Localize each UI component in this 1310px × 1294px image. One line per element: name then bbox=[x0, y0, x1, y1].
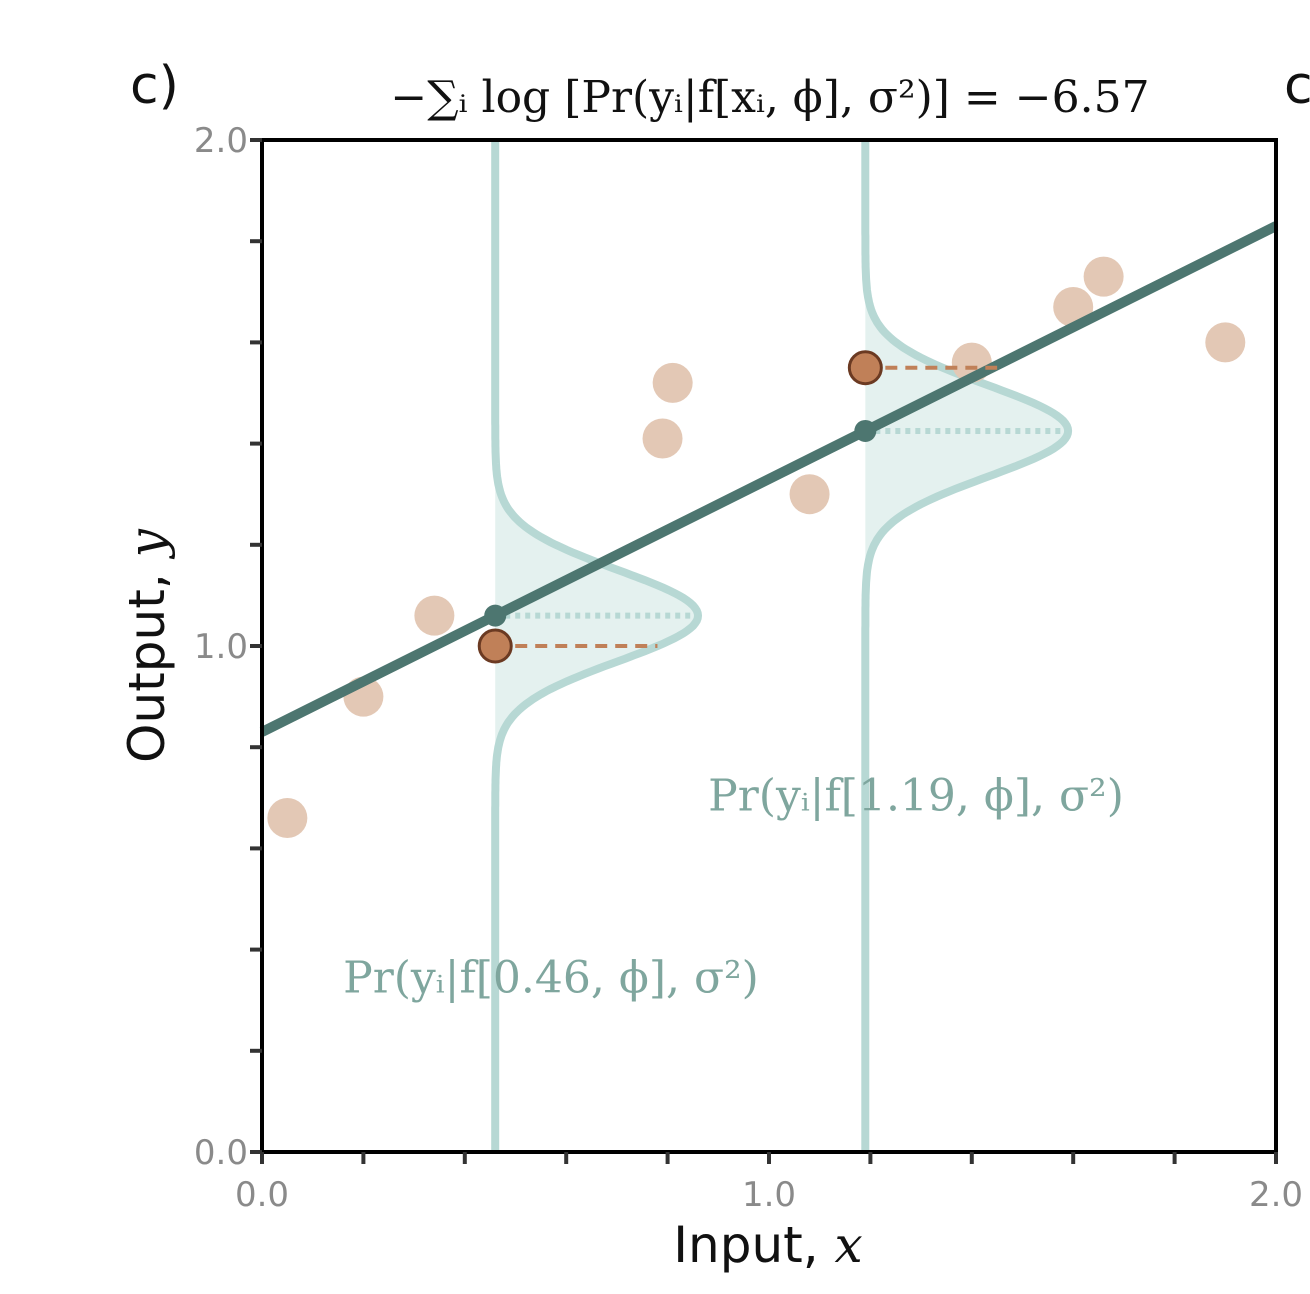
gaussian-curve-1 bbox=[861, 140, 1073, 1152]
data-point-0 bbox=[267, 798, 308, 839]
gaussian-fill-1 bbox=[865, 140, 1069, 1152]
annotation-layer: Pr(yᵢ|f[0.46, ϕ], σ²) Pr(yᵢ|f[1.19, ϕ], … bbox=[343, 770, 1124, 1003]
gaussian-annotation-0: Pr(yᵢ|f[0.46, ϕ], σ²) bbox=[343, 953, 759, 1004]
x-tick-label-0: 0.0 bbox=[235, 1175, 289, 1215]
data-point-9 bbox=[1205, 322, 1246, 363]
y-tick-label-1: 1.0 bbox=[194, 627, 248, 667]
predicted-mean-point-0 bbox=[484, 604, 507, 627]
data-points-layer bbox=[267, 256, 1246, 839]
gaussian-curve-0 bbox=[491, 140, 703, 1152]
x-axis-label-text: Input, bbox=[673, 1216, 834, 1274]
residual-layer bbox=[495, 365, 998, 648]
x-axis-label-variable: x bbox=[835, 1216, 863, 1274]
highlighted-point-0 bbox=[477, 628, 513, 664]
highlight-layer bbox=[477, 350, 883, 664]
chart-title: −∑ᵢ log [Pr(yᵢ|f[xᵢ, ϕ], σ²)] = −6.57 bbox=[390, 72, 1149, 123]
y-axis-label-text: Output, bbox=[118, 557, 176, 762]
data-point-8 bbox=[1083, 256, 1124, 297]
x-tick-label-1: 1.0 bbox=[742, 1175, 796, 1215]
ticks-layer: 0.0 1.0 2.0 0.0 1.0 2.0 bbox=[194, 121, 1303, 1215]
data-point-3 bbox=[642, 418, 683, 459]
data-point-5 bbox=[789, 474, 830, 515]
data-point-4 bbox=[652, 362, 693, 403]
x-tick-label-2: 2.0 bbox=[1249, 1175, 1303, 1215]
highlighted-point-1 bbox=[847, 350, 883, 386]
y-tick-label-0: 0.0 bbox=[194, 1133, 248, 1173]
regression-line bbox=[259, 221, 1279, 737]
predicted-mean-point-1 bbox=[854, 419, 877, 442]
y-tick-label-2: 2.0 bbox=[194, 121, 248, 161]
x-axis-label: Input, x bbox=[673, 1216, 862, 1274]
data-point-2 bbox=[414, 595, 455, 636]
panel-label: c) bbox=[130, 56, 179, 116]
y-axis-label: Output, y bbox=[118, 528, 176, 762]
next-panel-label: c bbox=[1284, 56, 1310, 116]
y-axis-label-variable: y bbox=[118, 528, 176, 559]
gaussian-annotation-1: Pr(yᵢ|f[1.19, ϕ], σ²) bbox=[708, 770, 1124, 821]
regression-line-layer bbox=[259, 221, 1279, 737]
